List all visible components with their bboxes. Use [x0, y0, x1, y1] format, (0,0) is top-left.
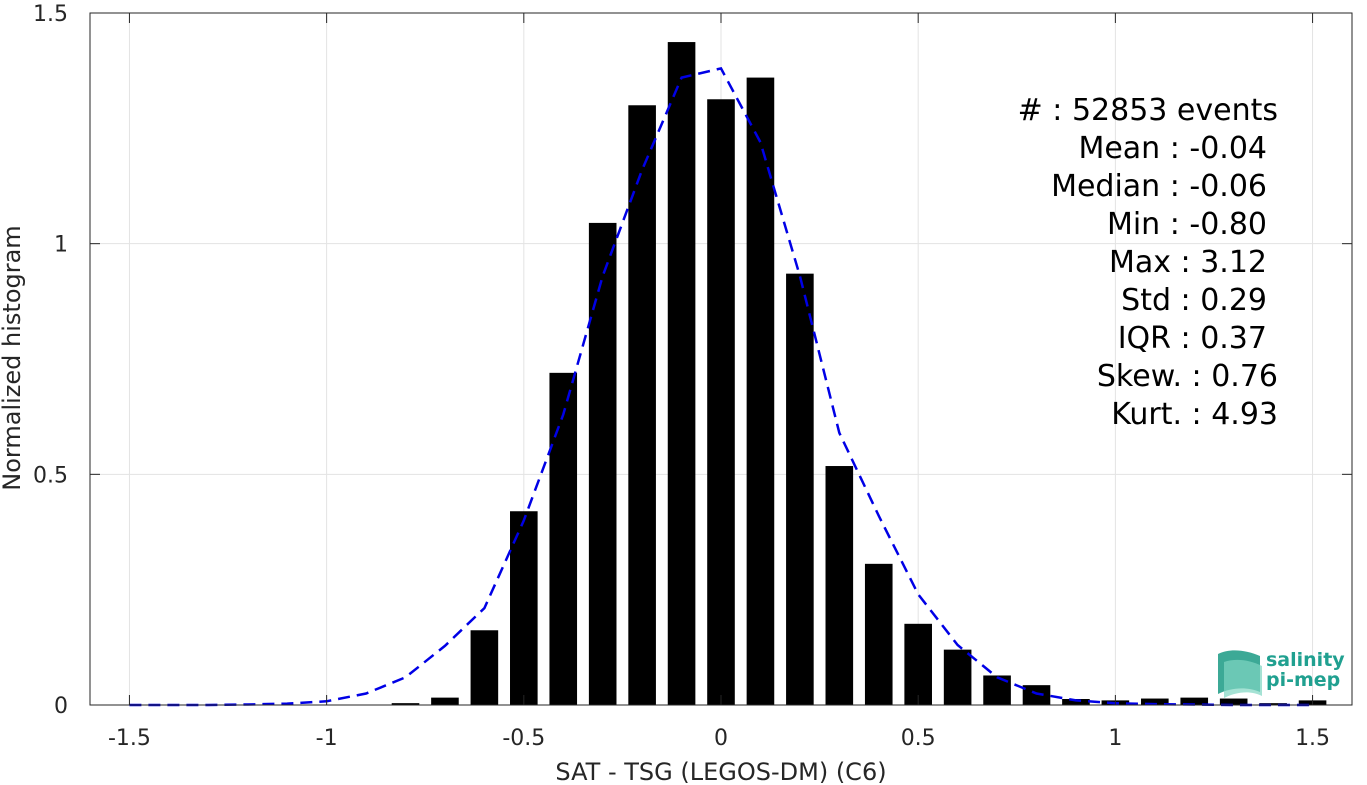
x-tick-labels: -1.5 -1 -0.5 0 0.5 1 1.5	[108, 726, 1330, 751]
histogram-bar	[1062, 699, 1090, 705]
histogram-bar	[667, 42, 696, 705]
y-tick-labels: 0 0.5 1 1.5	[33, 2, 68, 719]
stat-line: Mean : -0.04	[1078, 131, 1267, 166]
x-tick-label: 1.5	[1295, 726, 1330, 751]
histogram-bar	[1141, 698, 1169, 705]
histogram-bar	[746, 77, 775, 705]
x-tick-label: -1	[316, 726, 338, 751]
y-tick-label: 1.5	[33, 2, 68, 27]
stat-line: Skew. : 0.76	[1097, 359, 1278, 394]
salinity-pi-mep-logo: salinity pi-mep	[1218, 649, 1345, 698]
y-axis-label: Normalized histogram	[0, 225, 26, 490]
x-tick-label: -0.5	[502, 726, 545, 751]
histogram-bar	[549, 372, 578, 705]
histogram-bar	[391, 703, 420, 705]
x-tick-label: 0.5	[901, 726, 936, 751]
histogram-bar	[1022, 685, 1051, 705]
histogram-bar	[1180, 697, 1209, 705]
histogram-bar	[825, 466, 854, 705]
stat-line: # : 52853 events	[1018, 93, 1278, 128]
stat-line: Std : 0.29	[1121, 283, 1267, 318]
x-tick-label: 0	[714, 726, 728, 751]
histogram-bar	[943, 649, 972, 705]
stat-line: Min : -0.80	[1107, 207, 1267, 242]
x-axis-label: SAT - TSG (LEGOS-DM) (C6)	[555, 758, 886, 785]
logo-line-1: salinity	[1266, 649, 1345, 671]
x-tick-label: -1.5	[108, 726, 151, 751]
histogram-bar	[904, 623, 932, 705]
histogram-bar	[628, 105, 656, 706]
y-tick-label: 0	[54, 694, 68, 719]
axis-ticks	[90, 12, 1352, 706]
stat-line: IQR : 0.37	[1118, 321, 1267, 356]
histogram-bars	[233, 42, 1327, 706]
histogram-bar	[431, 697, 459, 705]
histogram-bar	[707, 99, 735, 705]
logo-wave-icon-layer	[1224, 659, 1262, 698]
histogram-bar	[470, 630, 499, 705]
histogram-bar	[786, 273, 814, 705]
histogram-bar	[1219, 698, 1248, 705]
histogram-bar	[983, 675, 1011, 705]
histogram-bar	[588, 222, 617, 705]
stat-line: Max : 3.12	[1109, 245, 1267, 280]
x-tick-label: 1	[1108, 726, 1122, 751]
histogram-bar	[864, 563, 893, 705]
histogram-bar	[1259, 703, 1287, 705]
stat-line: Kurt. : 4.93	[1111, 397, 1278, 432]
logo-line-2: pi-mep	[1266, 669, 1340, 691]
stat-line: Median : -0.06	[1051, 169, 1267, 204]
y-tick-label: 1	[54, 233, 68, 258]
y-tick-label: 0.5	[33, 463, 68, 488]
